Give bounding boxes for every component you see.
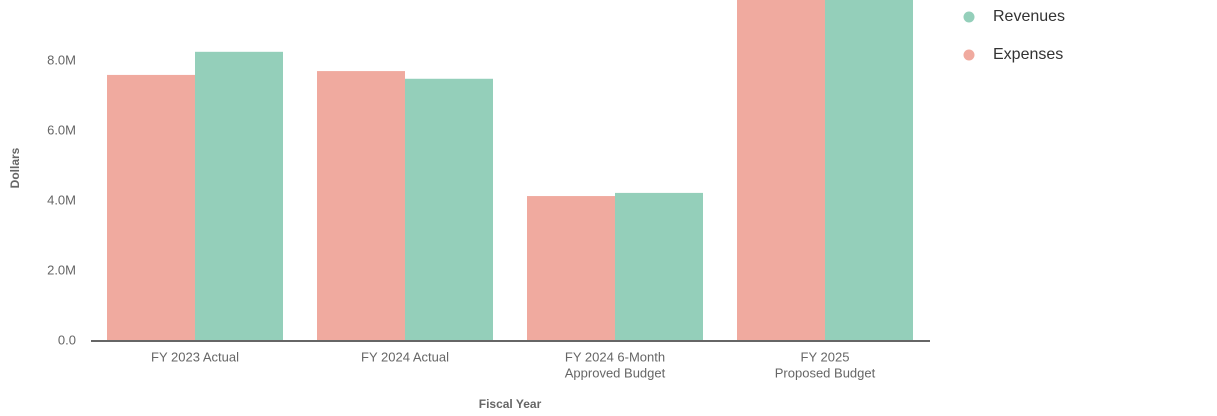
x-tick-label: FY 2025 bbox=[801, 349, 850, 364]
x-tick-label: FY 2024 6-Month bbox=[565, 349, 665, 364]
x-tick-label: FY 2024 Actual bbox=[361, 349, 449, 364]
bar bbox=[107, 74, 195, 342]
bar bbox=[737, 0, 825, 342]
legend-marker bbox=[963, 11, 975, 23]
x-axis-title: Fiscal Year bbox=[479, 397, 542, 411]
y-axis-title: Dollars bbox=[8, 147, 22, 188]
y-tick-label: 2.0M bbox=[47, 262, 76, 277]
bar bbox=[405, 78, 493, 341]
y-tick-label: 8.0M bbox=[47, 52, 76, 67]
legend-marker bbox=[963, 49, 975, 61]
x-tick-label: Proposed Budget bbox=[775, 365, 876, 380]
x-tick-label: FY 2023 Actual bbox=[151, 349, 239, 364]
legend-label: Expenses bbox=[993, 46, 1063, 63]
legend-label: Revenues bbox=[993, 8, 1065, 25]
bar bbox=[527, 196, 615, 341]
x-tick-label: Approved Budget bbox=[565, 365, 666, 380]
bar bbox=[317, 71, 405, 342]
bar bbox=[195, 51, 283, 342]
y-tick-label: 4.0M bbox=[47, 192, 76, 207]
bar bbox=[825, 0, 913, 342]
y-tick-label: 0.0 bbox=[58, 332, 76, 347]
y-tick-label: 6.0M bbox=[47, 122, 76, 137]
bar bbox=[615, 192, 703, 341]
